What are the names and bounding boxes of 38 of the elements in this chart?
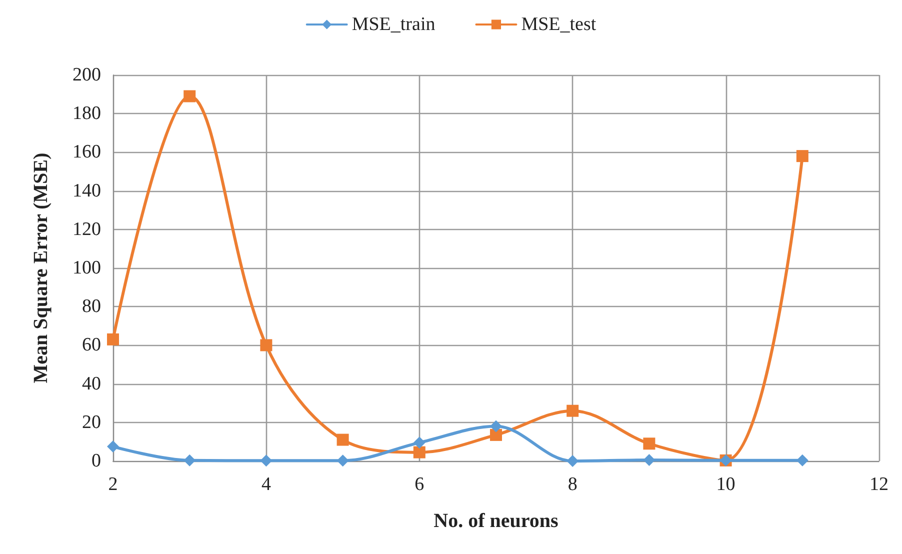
x-tick-label: 6	[414, 474, 424, 495]
y-tick-label: 100	[72, 258, 101, 278]
y-tick-label: 0	[92, 450, 101, 472]
legend-label: MSE_train	[352, 14, 436, 35]
point	[184, 454, 196, 466]
point	[796, 150, 808, 162]
y-tick-label: 40	[82, 373, 101, 394]
y-tick-label: 60	[82, 334, 101, 356]
point	[413, 446, 426, 458]
point	[184, 90, 196, 102]
y-tick-label: 200	[72, 64, 101, 86]
y-tick-label: 180	[72, 103, 101, 124]
point	[336, 454, 349, 467]
legend-label: MSE_test	[521, 14, 597, 35]
point	[107, 333, 119, 346]
point	[796, 454, 808, 466]
y-tick-label: 140	[72, 180, 101, 202]
point	[566, 404, 579, 417]
x-tick-label: 4	[261, 474, 272, 495]
point	[107, 440, 119, 453]
x-axis-title: No. of neurons	[434, 510, 559, 532]
y-tick-label: 80	[82, 296, 101, 318]
x-tick-label: 12	[870, 474, 888, 495]
y-axis-title: Mean Square Error (MSE)	[30, 152, 52, 384]
y-tick-label: 120	[72, 218, 101, 240]
point	[260, 339, 272, 352]
point	[413, 436, 426, 449]
point	[643, 454, 656, 466]
x-tick-label: 10	[716, 474, 736, 495]
x-tick-label: 8	[568, 474, 578, 495]
point	[643, 438, 656, 450]
point	[260, 454, 272, 467]
x-tick-label: 2	[108, 474, 118, 495]
point	[336, 434, 349, 446]
point	[490, 420, 502, 432]
y-tick-label: 160	[72, 142, 101, 163]
point	[490, 428, 502, 441]
y-tick-label: 20	[82, 412, 101, 433]
